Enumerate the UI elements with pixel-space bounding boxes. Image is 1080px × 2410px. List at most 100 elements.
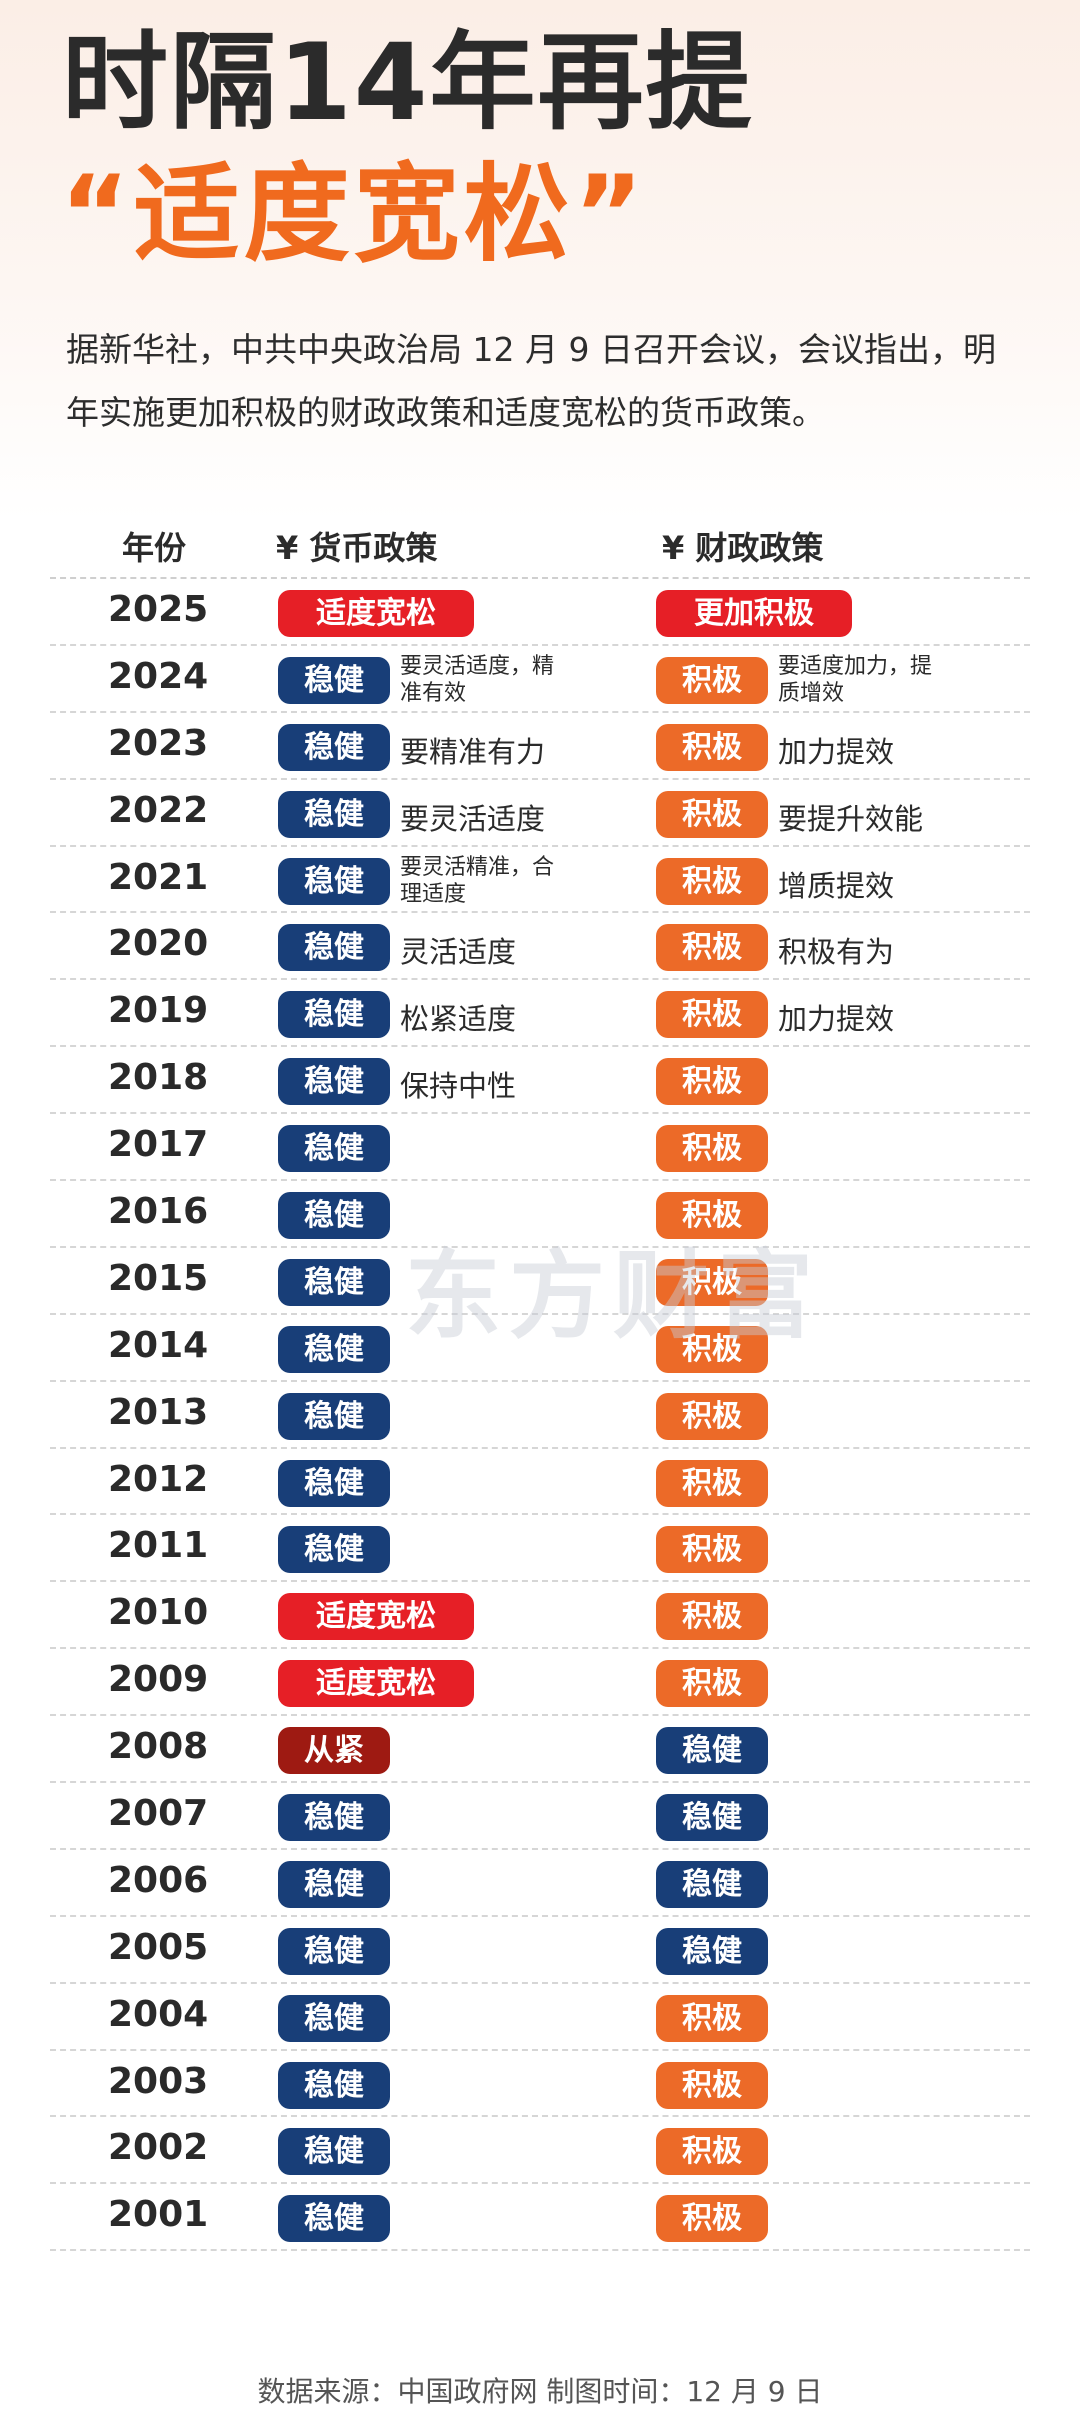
monetary-policy-badge: 稳健 — [278, 1526, 390, 1574]
monetary-policy-badge: 稳健 — [278, 790, 390, 838]
table-row: 2009 适度宽松 积极 — [50, 1649, 1030, 1717]
monetary-policy-badge: 稳健 — [278, 1125, 390, 1173]
fiscal-policy-badge: 积极 — [656, 1994, 768, 2042]
monetary-policy-note: 要精准有力 — [400, 734, 546, 769]
fiscal-policy-badge: 积极 — [656, 1125, 768, 1173]
fiscal-policy-badge: 积极 — [656, 1459, 768, 1507]
fiscal-policy-badge: 稳健 — [656, 1860, 768, 1908]
fiscal-policy-badge: 积极 — [656, 2195, 768, 2243]
fiscal-policy-note: 要适度加力，提质增效 — [778, 653, 933, 706]
year-cell: 2025 — [108, 589, 209, 630]
monetary-policy-badge: 稳健 — [278, 1927, 390, 1975]
year-cell: 2003 — [108, 2060, 209, 2102]
table-row: 2024 稳健 要灵活适度，精准有效 积极 要适度加力，提质增效 — [50, 646, 1030, 713]
year-cell: 2021 — [108, 856, 209, 898]
year-cell: 2010 — [108, 1592, 209, 1634]
monetary-policy-badge: 稳健 — [278, 1058, 390, 1106]
header-year: 年份 — [122, 529, 187, 567]
fiscal-policy-badge: 积极 — [656, 2128, 768, 2176]
year-cell: 2019 — [108, 990, 209, 1032]
table-row: 2025 适度宽松 更加积极 — [50, 579, 1030, 646]
monetary-policy-badge: 适度宽松 — [278, 590, 474, 637]
fiscal-policy-badge: 积极 — [656, 1325, 768, 1373]
fiscal-policy-note: 加力提效 — [778, 734, 895, 769]
year-cell: 2008 — [108, 1726, 209, 1768]
monetary-policy-badge: 适度宽松 — [278, 1660, 474, 1708]
year-cell: 2005 — [108, 1926, 209, 1968]
monetary-policy-note: 要灵活适度，精准有效 — [400, 653, 555, 706]
year-cell: 2017 — [108, 1124, 209, 1166]
table-row: 2011 稳健 积极 — [50, 1515, 1030, 1583]
monetary-policy-badge: 稳健 — [278, 991, 390, 1039]
watermark: 东方财富 — [405, 1240, 821, 1352]
fiscal-policy-badge: 积极 — [656, 2061, 768, 2109]
monetary-policy-badge: 稳健 — [278, 1860, 390, 1908]
year-cell: 2024 — [108, 655, 209, 697]
fiscal-policy-badge: 积极 — [656, 656, 768, 704]
year-cell: 2011 — [108, 1525, 209, 1567]
table-row: 2018 稳健 保持中性 积极 — [50, 1047, 1030, 1115]
fiscal-policy-badge: 稳健 — [656, 1727, 768, 1775]
monetary-policy-badge: 稳健 — [278, 1994, 390, 2042]
monetary-policy-badge: 适度宽松 — [278, 1593, 474, 1641]
monetary-policy-badge: 稳健 — [278, 1459, 390, 1507]
fiscal-policy-note: 积极有为 — [778, 935, 895, 970]
header-fiscal: ¥ 财政政策 — [662, 529, 824, 567]
year-cell: 2022 — [108, 789, 209, 831]
monetary-policy-badge: 稳健 — [278, 2061, 390, 2109]
year-cell: 2004 — [108, 1993, 209, 2035]
monetary-policy-badge: 稳健 — [278, 2128, 390, 2176]
year-cell: 2015 — [108, 1257, 209, 1299]
year-cell: 2014 — [108, 1324, 209, 1366]
monetary-policy-badge: 稳健 — [278, 857, 390, 905]
fiscal-policy-badge: 积极 — [656, 1526, 768, 1574]
year-cell: 2012 — [108, 1458, 209, 1500]
fiscal-policy-badge: 积极 — [656, 723, 768, 771]
table-row: 2004 稳健 积极 — [50, 1984, 1030, 2051]
monetary-policy-note: 灵活适度 — [400, 935, 517, 970]
fiscal-policy-badge: 积极 — [656, 1660, 768, 1708]
policy-table: 年份 ¥ 货币政策 ¥ 财政政策 2025 适度宽松 更加积极 2024 稳健 要灵活适度… — [50, 515, 1030, 2252]
monetary-policy-note: 松紧适度 — [400, 1002, 517, 1037]
monetary-policy-badge: 稳健 — [278, 656, 390, 704]
header-background — [0, 0, 1080, 520]
monetary-policy-badge: 稳健 — [278, 1192, 390, 1240]
fiscal-policy-badge: 稳健 — [656, 1927, 768, 1975]
fiscal-policy-badge: 积极 — [656, 991, 768, 1039]
year-cell: 2001 — [108, 2194, 209, 2236]
table-row: 2019 稳健 松紧适度 积极 加力提效 — [50, 980, 1030, 1048]
fiscal-policy-badge: 积极 — [656, 857, 768, 905]
table-row: 2015 稳健 积极 — [50, 1248, 1030, 1315]
monetary-policy-note: 要灵活精准，合理适度 — [400, 854, 555, 907]
monetary-policy-badge: 稳健 — [278, 723, 390, 771]
table-row: 2010 适度宽松 积极 — [50, 1582, 1030, 1650]
year-cell: 2018 — [108, 1057, 209, 1099]
page-subtitle: “适度宽松” — [60, 153, 648, 276]
page-title: 时隔14年再提 — [62, 21, 754, 144]
table-row: 2001 稳健 积极 — [50, 2184, 1030, 2252]
monetary-policy-badge: 从紧 — [278, 1727, 390, 1775]
table-row: 2012 稳健 积极 — [50, 1449, 1030, 1516]
table-row: 2006 稳健 稳健 — [50, 1850, 1030, 1917]
year-cell: 2016 — [108, 1191, 209, 1233]
monetary-policy-note: 要灵活适度 — [400, 801, 546, 836]
monetary-policy-badge: 稳健 — [278, 1794, 390, 1842]
year-cell: 2020 — [108, 923, 209, 965]
table-row: 2014 稳健 积极 — [50, 1315, 1030, 1382]
fiscal-policy-badge: 积极 — [656, 1058, 768, 1106]
fiscal-policy-badge: 稳健 — [656, 1794, 768, 1842]
fiscal-policy-badge: 积极 — [656, 1192, 768, 1240]
source-footer: 数据来源：中国政府网 制图时间：12 月 9 日 — [257, 2375, 823, 2408]
table-row: 2002 稳健 积极 — [50, 2117, 1030, 2185]
table-row: 2005 稳健 稳健 — [50, 1917, 1030, 1984]
table-row: 2023 稳健 要精准有力 积极 加力提效 — [50, 713, 1030, 780]
table-row: 2016 稳健 积极 — [50, 1181, 1030, 1248]
fiscal-policy-badge: 积极 — [656, 924, 768, 972]
monetary-policy-badge: 稳健 — [278, 2195, 390, 2243]
table-row: 2013 稳健 积极 — [50, 1382, 1030, 1449]
monetary-policy-badge: 稳健 — [278, 924, 390, 972]
fiscal-policy-note: 增质提效 — [778, 868, 895, 903]
intro-text: 据新华社，中共中央政治局 12 月 9 日召开会议，会议指出，明年实施更加积极的… — [66, 330, 996, 432]
monetary-policy-note: 保持中性 — [400, 1069, 517, 1104]
fiscal-policy-badge: 积极 — [656, 790, 768, 838]
